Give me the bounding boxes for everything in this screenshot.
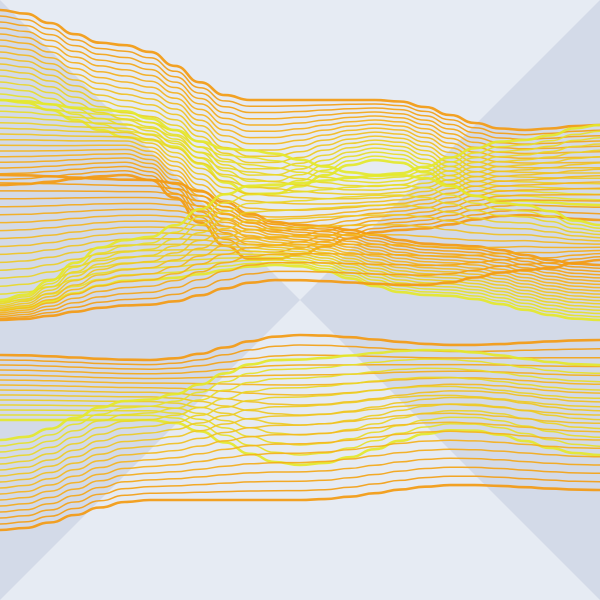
wave-line [0,15,600,136]
wave-line [0,421,600,489]
wave-line [0,214,600,309]
wave-line [0,153,600,225]
wave-line [0,8,600,132]
wave-line [0,389,600,406]
wave-line [0,370,600,380]
wave-line [0,202,600,279]
wave-line [0,358,600,447]
wave-line [0,466,600,519]
wave-line [0,110,600,184]
wave-line [0,344,600,366]
wave-line [0,414,600,456]
wave-line [0,104,600,180]
wave-line [0,377,600,386]
wave-line [0,214,600,286]
wave-line [0,385,600,465]
wave-ribbon [0,173,600,322]
wave-line [0,33,600,150]
wave-line [0,116,600,188]
wave-line [0,133,600,200]
wave-line [0,363,600,375]
wave-line [0,98,600,207]
wave-ribbon [0,348,600,532]
wave-line [0,121,600,191]
wave-line [0,448,600,507]
wave-line [0,383,600,396]
wave-line [0,233,600,312]
wave-line [0,138,600,205]
wave-line [0,258,600,322]
wave-line [0,430,600,495]
wave-line [0,237,600,299]
wave-line [0,412,600,483]
wave-line [0,194,600,305]
wave-line [0,439,600,501]
wave-line [0,157,600,232]
wave-line [0,184,600,303]
wave-line [0,252,600,318]
wave-line [0,259,600,315]
wave-line [0,367,600,453]
wave-line [0,348,600,442]
wave-line [0,256,600,319]
wave-line [0,333,600,362]
wave-line [0,232,600,295]
wave-line [0,483,600,532]
wave-line [0,418,600,467]
wave-line [0,170,600,253]
wave-line [0,148,600,218]
wave-line [0,190,600,273]
wave-ribbon [0,333,600,467]
wave-line [0,21,600,141]
wave-line [0,403,600,477]
wave-line [0,394,600,471]
wave-line [0,93,600,201]
wave-line [0,457,600,513]
wave-line [0,173,600,302]
wave-line [0,256,600,312]
wave-line [0,204,600,307]
wave-line [0,224,600,310]
wave-line [0,409,600,446]
wave-line [0,261,600,318]
wave-line [0,376,600,459]
wave-ribbons [0,8,600,532]
wave-line [0,173,600,267]
wave-line [0,253,600,308]
wave-line [0,243,600,314]
wave-line [0,98,600,177]
wave-line [0,354,600,370]
wave-line [0,475,600,525]
wave-line [0,249,600,316]
